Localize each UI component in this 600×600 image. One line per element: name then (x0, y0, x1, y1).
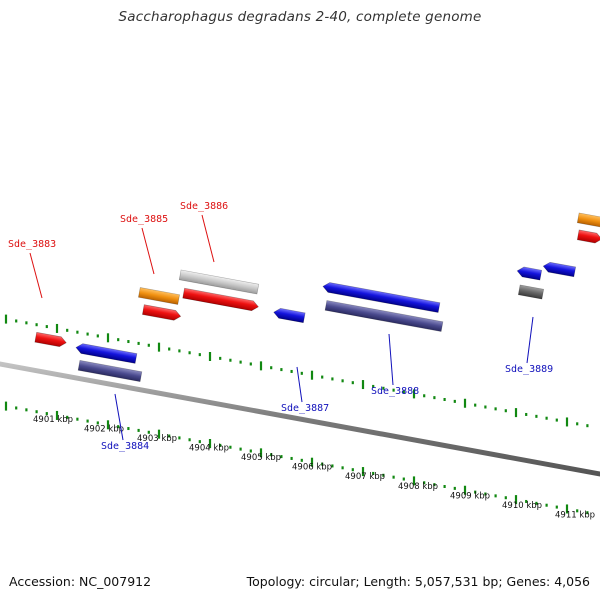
reverse-cds-arrow[interactable] (322, 281, 441, 313)
reverse-gene-label-leader (114, 393, 124, 441)
forward-cds-arrow[interactable] (576, 229, 600, 244)
scale-label: 4906 kbp (292, 462, 332, 472)
forward-gene-bar[interactable] (178, 269, 260, 295)
reverse-gene-bar[interactable] (324, 300, 444, 332)
scale-label: 4901 kbp (33, 415, 73, 425)
forward-gene-label[interactable]: Sde_3883 (8, 239, 56, 250)
reverse-other-feature[interactable] (517, 284, 545, 300)
reverse-cds-arrow[interactable] (542, 261, 576, 278)
scale-ticks (4, 314, 589, 515)
scale-label: 4904 kbp (189, 444, 229, 454)
reverse-gene-bar[interactable] (77, 360, 143, 382)
reverse-gene-label-leader (388, 333, 394, 386)
reverse-gene-label-leader (296, 366, 303, 403)
scale-label: 4909 kbp (450, 491, 490, 501)
scale-label: 4910 kbp (502, 501, 542, 511)
scale-label: 4908 kbp (398, 482, 438, 492)
genome-title: Saccharophagus degradans 2-40, complete … (118, 9, 482, 25)
scale-label: 4907 kbp (345, 472, 385, 482)
forward-gene-label[interactable]: Sde_3885 (120, 214, 168, 225)
reverse-gene-label[interactable]: Sde_3884 (101, 441, 149, 452)
reverse-cds-arrow[interactable] (75, 343, 138, 364)
accession-label: Accession: NC_007912 (9, 574, 152, 589)
genome-backbone (0, 361, 600, 477)
forward-other-feature[interactable] (138, 287, 180, 305)
forward-gene-label-leader (29, 252, 43, 299)
reverse-gene-label[interactable]: Sde_3888 (371, 386, 419, 397)
forward-cds-arrow[interactable] (182, 287, 260, 312)
reverse-cds-arrow[interactable] (273, 307, 306, 324)
gene-labels: 4901 kbp 4902 kbp 4903 kbp 4904 kbp 4905 kbp… (8, 201, 595, 521)
forward-cds-arrow[interactable] (142, 304, 182, 322)
scale-label: 4905 kbp (241, 453, 281, 463)
reverse-gene-label[interactable]: Sde_3887 (281, 403, 329, 414)
forward-other-feature[interactable] (576, 212, 600, 228)
scale-label: 4903 kbp (137, 434, 177, 444)
reverse-cds-arrow[interactable] (516, 266, 543, 281)
gene-features (34, 212, 600, 382)
reverse-gene-label-leader (526, 316, 534, 364)
forward-cds-arrow[interactable] (34, 331, 67, 347)
scale-label: 4902 kbp (84, 424, 124, 434)
forward-gene-label[interactable]: Sde_3886 (180, 201, 228, 212)
backbone-line (0, 361, 600, 477)
scale-label: 4911 kbp (555, 511, 595, 521)
reverse-gene-label[interactable]: Sde_3889 (505, 364, 553, 375)
forward-gene-label-leader (201, 214, 215, 263)
forward-gene-label-leader (141, 227, 155, 275)
genome-stats: Topology: circular; Length: 5,057,531 bp… (246, 574, 590, 589)
